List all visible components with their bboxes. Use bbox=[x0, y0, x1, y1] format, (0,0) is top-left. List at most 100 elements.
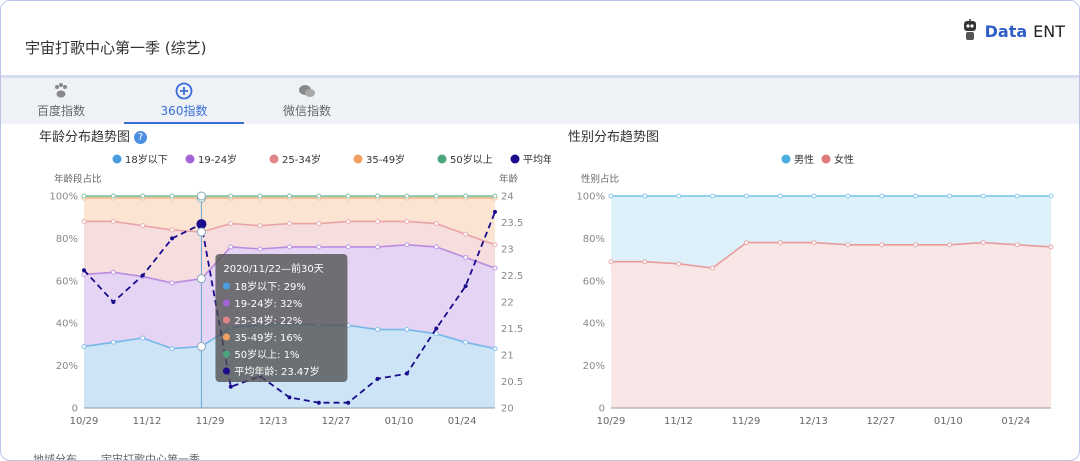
data-point bbox=[676, 261, 682, 267]
tooltip-box bbox=[215, 254, 348, 382]
page-title: 宇宙打歌中心第一季 (综艺) bbox=[25, 39, 207, 57]
tab-baidu-index[interactable]: 百度指数 bbox=[1, 78, 121, 124]
y-axis-label: 性别占比 bbox=[581, 173, 619, 185]
age-chart-title-text: 年龄分布趋势图 bbox=[39, 130, 131, 145]
legend-label: 50岁以上 bbox=[450, 153, 493, 166]
x-tick-label: 01/10 bbox=[934, 416, 963, 427]
data-point bbox=[404, 193, 410, 199]
data-point bbox=[345, 218, 351, 224]
y-axis-label: 年龄段占比 bbox=[54, 173, 102, 185]
x-tick-label: 11/12 bbox=[664, 416, 693, 427]
data-point bbox=[845, 193, 851, 199]
data-point bbox=[980, 193, 986, 199]
paw-icon bbox=[55, 83, 67, 98]
tooltip-row: 19-24岁: 32% bbox=[234, 297, 302, 310]
area-男性 bbox=[611, 196, 1051, 269]
legend-swatch bbox=[269, 154, 279, 164]
data-point bbox=[845, 242, 851, 248]
average-age-point bbox=[434, 326, 439, 331]
data-point bbox=[140, 193, 146, 199]
x-tick-label: 01/24 bbox=[448, 416, 477, 427]
average-age-point bbox=[346, 400, 351, 405]
data-point bbox=[1014, 242, 1020, 248]
data-point bbox=[463, 193, 469, 199]
data-point bbox=[375, 327, 381, 333]
y2-tick-label: 20.5 bbox=[501, 377, 523, 388]
data-point bbox=[375, 244, 381, 250]
data-point bbox=[404, 242, 410, 248]
legend-swatch bbox=[821, 154, 831, 164]
y2-tick-label: 21.5 bbox=[501, 324, 523, 335]
data-point bbox=[316, 221, 322, 227]
legend-swatch bbox=[437, 154, 447, 164]
y-tick-label: 80% bbox=[56, 234, 78, 245]
data-point bbox=[110, 193, 116, 199]
data-point bbox=[811, 193, 817, 199]
tab-wechat-index[interactable]: 微信指数 bbox=[247, 78, 367, 124]
data-point bbox=[228, 221, 234, 227]
help-icon[interactable]: ? bbox=[134, 131, 148, 144]
x-tick-label: 12/13 bbox=[259, 416, 288, 427]
region-distribution-label[interactable]: 地域分布 bbox=[33, 453, 77, 461]
data-point bbox=[913, 193, 919, 199]
x-tick-label: 10/29 bbox=[597, 416, 626, 427]
tooltip-swatch bbox=[222, 367, 230, 375]
data-point bbox=[140, 335, 146, 341]
hover-marker bbox=[196, 227, 206, 237]
data-point bbox=[169, 227, 175, 233]
x-tick-label: 01/10 bbox=[385, 416, 414, 427]
data-point bbox=[316, 193, 322, 199]
data-point bbox=[1048, 244, 1054, 250]
y-tick-label: 20% bbox=[583, 361, 605, 372]
data-point bbox=[777, 240, 783, 246]
legend-label: 35-49岁 bbox=[366, 153, 405, 166]
data-point bbox=[463, 254, 469, 260]
y2-tick-label: 22.5 bbox=[501, 271, 523, 282]
average-age-point bbox=[82, 268, 86, 273]
x-tick-label: 11/29 bbox=[196, 416, 225, 427]
average-age-point bbox=[228, 384, 233, 389]
x-tick-label: 12/27 bbox=[866, 416, 895, 427]
y2-tick-label: 22 bbox=[501, 298, 514, 309]
tooltip-row: 35-49岁: 16% bbox=[234, 331, 302, 344]
y-tick-label: 20% bbox=[56, 361, 78, 372]
data-point bbox=[257, 246, 263, 252]
y2-axis-label: 年龄 bbox=[499, 173, 519, 185]
x-tick-label: 11/12 bbox=[133, 416, 162, 427]
data-point bbox=[433, 331, 439, 337]
y-tick-label: 60% bbox=[583, 276, 605, 287]
data-point bbox=[345, 244, 351, 250]
data-point bbox=[287, 221, 292, 227]
tab-label: 微信指数 bbox=[282, 104, 331, 118]
data-point bbox=[81, 344, 87, 350]
wechat-icon bbox=[299, 85, 315, 97]
data-point bbox=[913, 242, 919, 248]
legend-label: 25-34岁 bbox=[282, 153, 321, 166]
data-point bbox=[257, 223, 263, 229]
data-point bbox=[140, 223, 146, 229]
data-point bbox=[743, 193, 749, 199]
data-point bbox=[316, 244, 322, 250]
data-point bbox=[1014, 193, 1020, 199]
data-point bbox=[257, 193, 263, 199]
tab-360-index[interactable]: 360指数 bbox=[124, 78, 244, 124]
tab-label: 百度指数 bbox=[36, 104, 85, 118]
x-tick-label: 11/29 bbox=[732, 416, 761, 427]
data-point bbox=[169, 280, 175, 286]
data-point bbox=[492, 193, 498, 199]
average-age-point bbox=[111, 300, 116, 304]
data-point bbox=[404, 327, 410, 333]
data-point bbox=[980, 240, 986, 246]
data-point bbox=[676, 193, 682, 199]
data-point bbox=[110, 339, 116, 345]
tooltip-row: 50岁以上: 1% bbox=[234, 348, 299, 361]
data-point bbox=[433, 221, 439, 227]
data-point bbox=[777, 193, 783, 199]
y-tick-label: 40% bbox=[583, 319, 605, 330]
data-point bbox=[169, 346, 175, 352]
tooltip-swatch bbox=[222, 299, 230, 307]
data-point bbox=[710, 265, 716, 271]
data-point bbox=[608, 259, 614, 265]
legend-label: 19-24岁 bbox=[198, 153, 237, 166]
data-point bbox=[433, 244, 439, 250]
